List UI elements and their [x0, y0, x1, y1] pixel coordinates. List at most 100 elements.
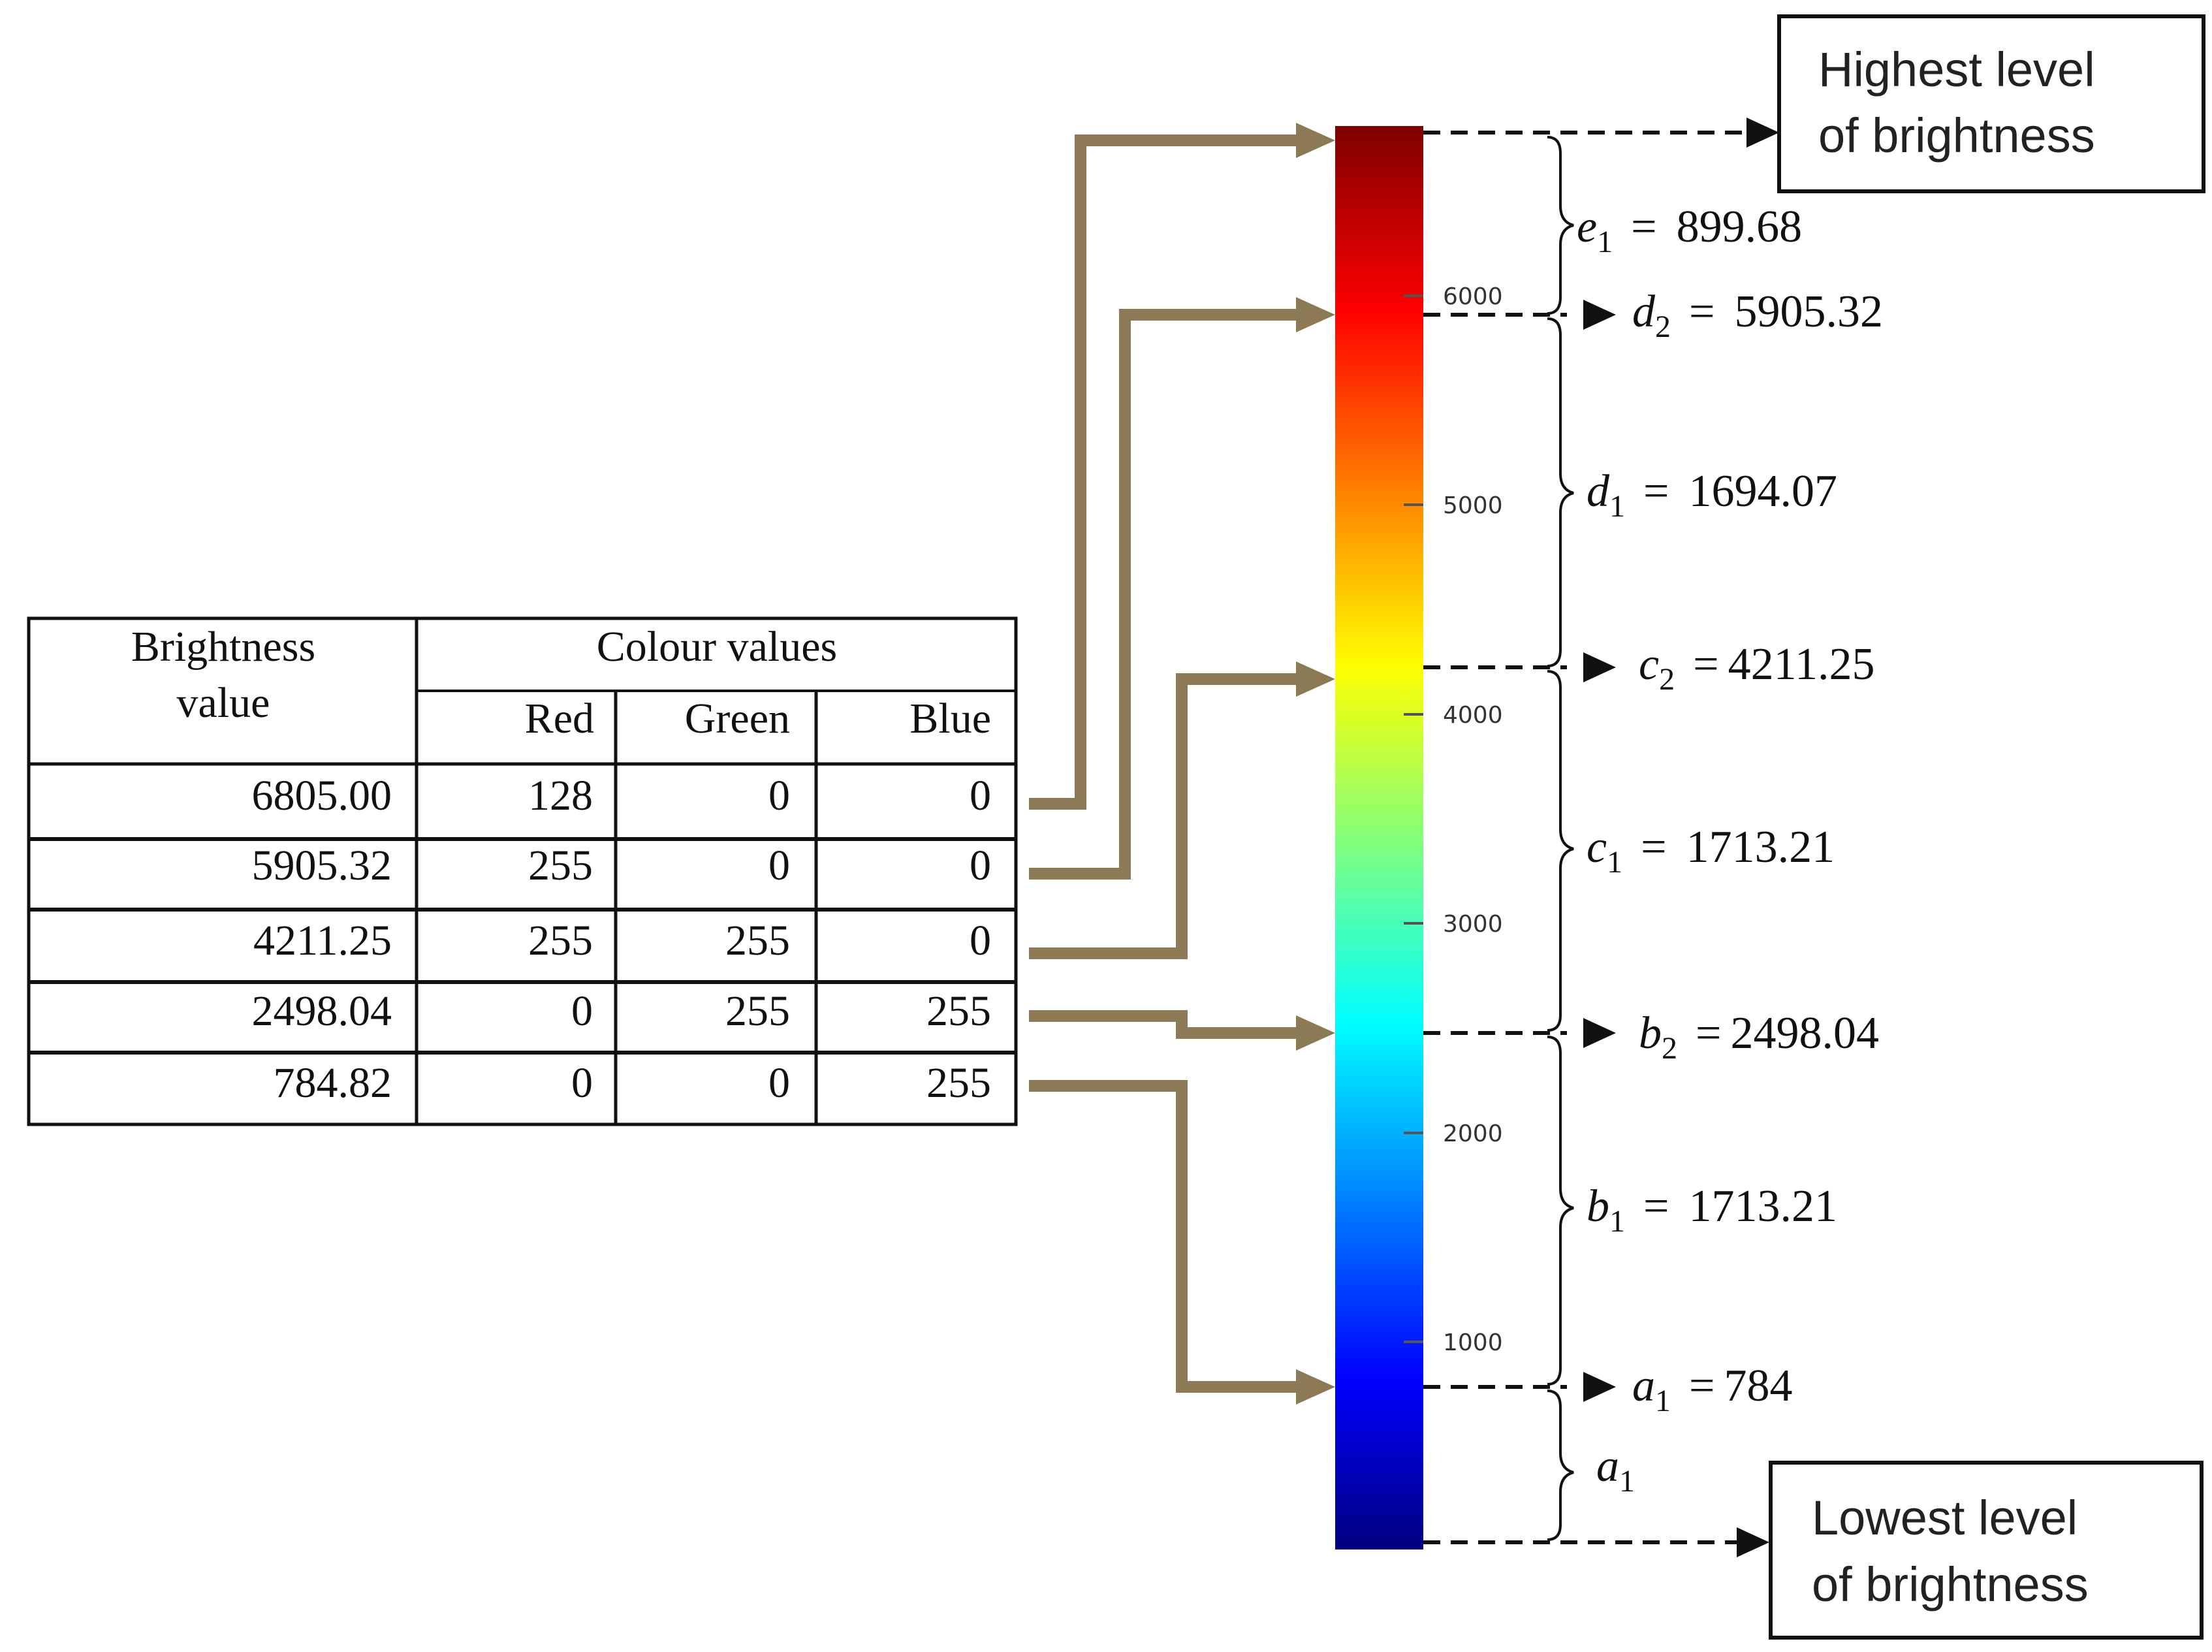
connector-row-2498 — [1029, 1010, 1296, 1039]
arrowhead-c2 — [1583, 652, 1616, 682]
header-blue: Blue — [909, 695, 991, 742]
label-d1-sub: 1 — [1609, 489, 1625, 524]
label-b1-value: 1713.21 — [1688, 1181, 1837, 1231]
header-red: Red — [525, 695, 594, 742]
tick-label-6000: 6000 — [1443, 283, 1503, 310]
label-a1eq-var: a — [1632, 1361, 1655, 1411]
label-b2: b2 = 2498.04 — [1639, 1008, 1879, 1066]
label-c1-sub: 1 — [1607, 845, 1622, 880]
cell-green: 255 — [725, 917, 790, 964]
arrowhead-d2 — [1583, 300, 1616, 330]
cell-blue: 0 — [970, 842, 991, 889]
label-a1-var: a — [1596, 1441, 1619, 1491]
connector-row-4211 — [1029, 673, 1296, 959]
label-a1-eq: a1 = 784 — [1632, 1361, 1792, 1418]
label-d1-var: d — [1587, 466, 1610, 516]
cell-green: 0 — [768, 772, 790, 819]
label-d2-eq: = — [1689, 287, 1714, 337]
cell-brightness: 6805.00 — [252, 772, 392, 819]
tick-label-1000: 1000 — [1443, 1329, 1503, 1356]
label-e1-var: e — [1577, 202, 1597, 252]
highest-box-line1: Highest level — [1818, 42, 2095, 97]
connector-head-4211 — [1296, 661, 1335, 697]
colorbar: 1000 2000 3000 4000 5000 6000 — [1335, 126, 1503, 1549]
table-border — [27, 616, 1018, 1126]
cell-red: 0 — [571, 987, 593, 1035]
tick-label-4000: 4000 — [1443, 702, 1503, 729]
label-e1-eq: = — [1631, 202, 1656, 252]
cell-red: 255 — [528, 917, 593, 964]
label-c1: c1 = 1713.21 — [1587, 822, 1835, 880]
label-c2-eq: = — [1693, 639, 1718, 690]
label-d2-sub: 2 — [1655, 310, 1671, 344]
label-a1eq-sub: 1 — [1655, 1384, 1671, 1418]
label-c2-var: c — [1639, 639, 1659, 690]
brace-a1 — [1547, 1390, 1574, 1541]
label-a1: a1 — [1596, 1441, 1635, 1499]
lowest-box-line1: Lowest level — [1812, 1491, 2078, 1545]
highest-box-frame — [1777, 14, 2205, 193]
cell-red: 0 — [571, 1059, 593, 1107]
label-b2-var: b — [1639, 1008, 1662, 1058]
cell-blue: 0 — [970, 917, 991, 964]
connector-head-2498 — [1296, 1015, 1335, 1051]
lowest-box-frame — [1769, 1461, 2204, 1640]
label-a1-sub: 1 — [1619, 1464, 1635, 1499]
connector-arrows — [1029, 123, 1335, 1405]
level-lines — [1423, 131, 1746, 1544]
label-b1-eq: = — [1643, 1181, 1669, 1231]
cell-red: 255 — [528, 842, 593, 889]
cell-brightness: 5905.32 — [252, 842, 392, 889]
label-b2-eq: = — [1696, 1008, 1721, 1058]
label-d1: d1 = 1694.07 — [1587, 466, 1837, 524]
label-c2: c2 = 4211.25 — [1639, 639, 1874, 697]
tick-label-3000: 3000 — [1443, 911, 1503, 938]
cell-green: 0 — [768, 842, 790, 889]
connector-head-784 — [1296, 1369, 1335, 1405]
range-labels: e1 = 899.68 d2 = 5905.32 d1 = 1694.07 c2 = 4211.… — [1577, 202, 1883, 1499]
label-d2-value: 5905.32 — [1734, 287, 1883, 337]
brace-d1 — [1547, 317, 1574, 667]
label-c1-value: 1713.21 — [1686, 822, 1835, 872]
brace-e1 — [1547, 136, 1574, 315]
header-green: Green — [685, 695, 790, 742]
label-d2: d2 = 5905.32 — [1632, 287, 1883, 344]
label-d1-value: 1694.07 — [1688, 466, 1837, 516]
label-b1-sub: 1 — [1609, 1204, 1625, 1239]
arrowhead-b2 — [1583, 1018, 1616, 1048]
level-arrowheads — [1583, 118, 1779, 1557]
label-e1-value: 899.68 — [1677, 202, 1803, 252]
range-braces — [1547, 136, 1574, 1541]
cell-brightness: 4211.25 — [253, 917, 392, 964]
cell-blue: 255 — [926, 987, 991, 1035]
tick-label-5000: 5000 — [1443, 492, 1503, 519]
label-c2-value: 4211.25 — [1728, 639, 1875, 690]
cell-red: 128 — [528, 772, 593, 819]
lowest-level-box: Lowest level of brightness — [1769, 1461, 2204, 1640]
label-c2-sub: 2 — [1659, 662, 1675, 697]
label-d1-eq: = — [1643, 466, 1669, 516]
arrowhead-top — [1746, 118, 1779, 148]
cell-brightness: 784.82 — [274, 1059, 392, 1107]
header-colour-values: Colour values — [597, 623, 837, 671]
colorbar-ticks: 1000 2000 3000 4000 5000 6000 — [1404, 283, 1503, 1356]
header-brightness-line1: Brightness — [131, 623, 315, 671]
label-b1: b1 = 1713.21 — [1587, 1181, 1837, 1239]
label-c1-var: c — [1587, 822, 1607, 872]
cell-blue: 0 — [970, 772, 991, 819]
label-a1eq-value: 784 — [1724, 1361, 1792, 1411]
label-e1: e1 = 899.68 — [1577, 202, 1802, 259]
cell-green: 0 — [768, 1059, 790, 1107]
colorbar-gradient — [1335, 126, 1423, 1549]
highest-box-line2: of brightness — [1818, 108, 2095, 163]
label-d2-var: d — [1632, 287, 1656, 337]
connector-row-6805 — [1029, 135, 1296, 810]
cell-blue: 255 — [926, 1059, 991, 1107]
arrowhead-a1 — [1583, 1372, 1616, 1402]
connector-row-5905 — [1029, 309, 1296, 880]
connector-head-6805 — [1296, 123, 1335, 158]
label-b2-sub: 2 — [1662, 1031, 1677, 1066]
label-a1eq-eq: = — [1689, 1361, 1714, 1411]
lowest-box-line2: of brightness — [1812, 1557, 2089, 1612]
